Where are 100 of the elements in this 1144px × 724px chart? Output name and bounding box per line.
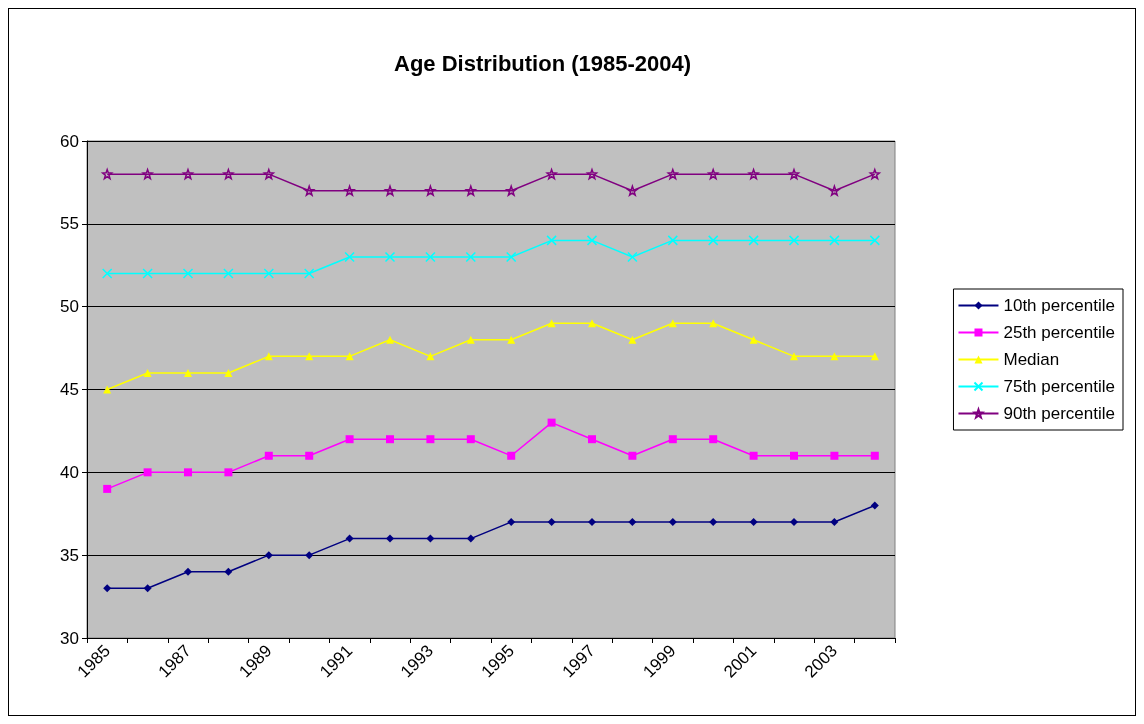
point (344, 251, 355, 263)
point (143, 468, 152, 477)
y-tick-label: 30 (60, 628, 79, 648)
point (101, 268, 113, 279)
legend-label: 25th percentile (1003, 323, 1116, 342)
point (466, 335, 475, 344)
point (182, 268, 194, 279)
point (142, 268, 153, 279)
point (627, 185, 638, 196)
point (546, 168, 557, 180)
y-tick-label: 55 (60, 214, 79, 234)
y-tick-label: 40 (60, 462, 79, 482)
point (305, 451, 314, 460)
point (707, 235, 719, 246)
point (709, 518, 718, 527)
point (628, 335, 637, 344)
point (829, 235, 840, 246)
y-tick-label: 35 (60, 545, 79, 565)
point (830, 518, 839, 527)
point (588, 518, 596, 527)
chart-title: Age Distribution (1985-2004) (394, 50, 692, 76)
point (788, 168, 800, 180)
point (668, 435, 677, 444)
legend-label: Median (1003, 350, 1060, 369)
point (184, 368, 192, 377)
point (748, 235, 759, 246)
point (546, 235, 557, 246)
point (224, 468, 233, 477)
point (507, 518, 516, 527)
point (788, 235, 800, 246)
point (586, 235, 598, 246)
point (507, 335, 516, 344)
point (749, 451, 758, 460)
point (588, 435, 596, 444)
point (667, 235, 679, 246)
point (345, 534, 354, 543)
point (829, 185, 840, 196)
point (386, 335, 394, 344)
point (344, 185, 355, 196)
point (426, 435, 435, 444)
point (465, 185, 477, 196)
point (303, 185, 315, 196)
point (869, 235, 881, 246)
point (425, 185, 436, 196)
point (386, 534, 394, 543)
point (184, 567, 192, 576)
point (143, 368, 152, 377)
y-tick-label: 60 (60, 131, 79, 151)
point (223, 268, 234, 279)
y-tick-label: 45 (60, 380, 79, 399)
point (384, 185, 396, 196)
point (709, 435, 718, 444)
point (668, 518, 677, 527)
point (426, 534, 435, 543)
point (264, 551, 273, 560)
point (182, 168, 194, 180)
point (628, 518, 637, 527)
point (790, 518, 798, 527)
point (507, 451, 516, 460)
legend-label: 75th percentile (1003, 377, 1116, 396)
point (466, 435, 475, 444)
point (466, 534, 475, 543)
point (184, 468, 192, 477)
point (263, 268, 275, 279)
point (505, 251, 517, 263)
point (628, 451, 637, 460)
point (586, 168, 598, 180)
point (263, 168, 275, 180)
point (869, 168, 881, 180)
point (749, 518, 758, 527)
point (547, 518, 556, 527)
legend-label: 90th percentile (1003, 404, 1116, 423)
point (870, 451, 879, 460)
point (142, 168, 153, 180)
point (790, 451, 798, 460)
point (101, 168, 113, 180)
point (748, 168, 759, 180)
point (143, 584, 152, 593)
point (505, 185, 517, 196)
y-tick-label: 50 (60, 297, 79, 317)
point (223, 168, 234, 180)
point (830, 451, 839, 460)
point (547, 319, 556, 328)
point (707, 168, 719, 180)
point (103, 484, 112, 493)
point (103, 385, 112, 394)
point (425, 251, 436, 263)
point (384, 251, 396, 263)
point (667, 168, 679, 180)
point (870, 501, 879, 510)
point (588, 319, 596, 328)
point (386, 435, 394, 444)
point (547, 418, 556, 427)
point (305, 551, 314, 560)
point (303, 268, 315, 279)
point (224, 567, 233, 576)
point (224, 368, 233, 377)
point (103, 584, 112, 593)
point (465, 251, 477, 263)
point (790, 352, 798, 361)
